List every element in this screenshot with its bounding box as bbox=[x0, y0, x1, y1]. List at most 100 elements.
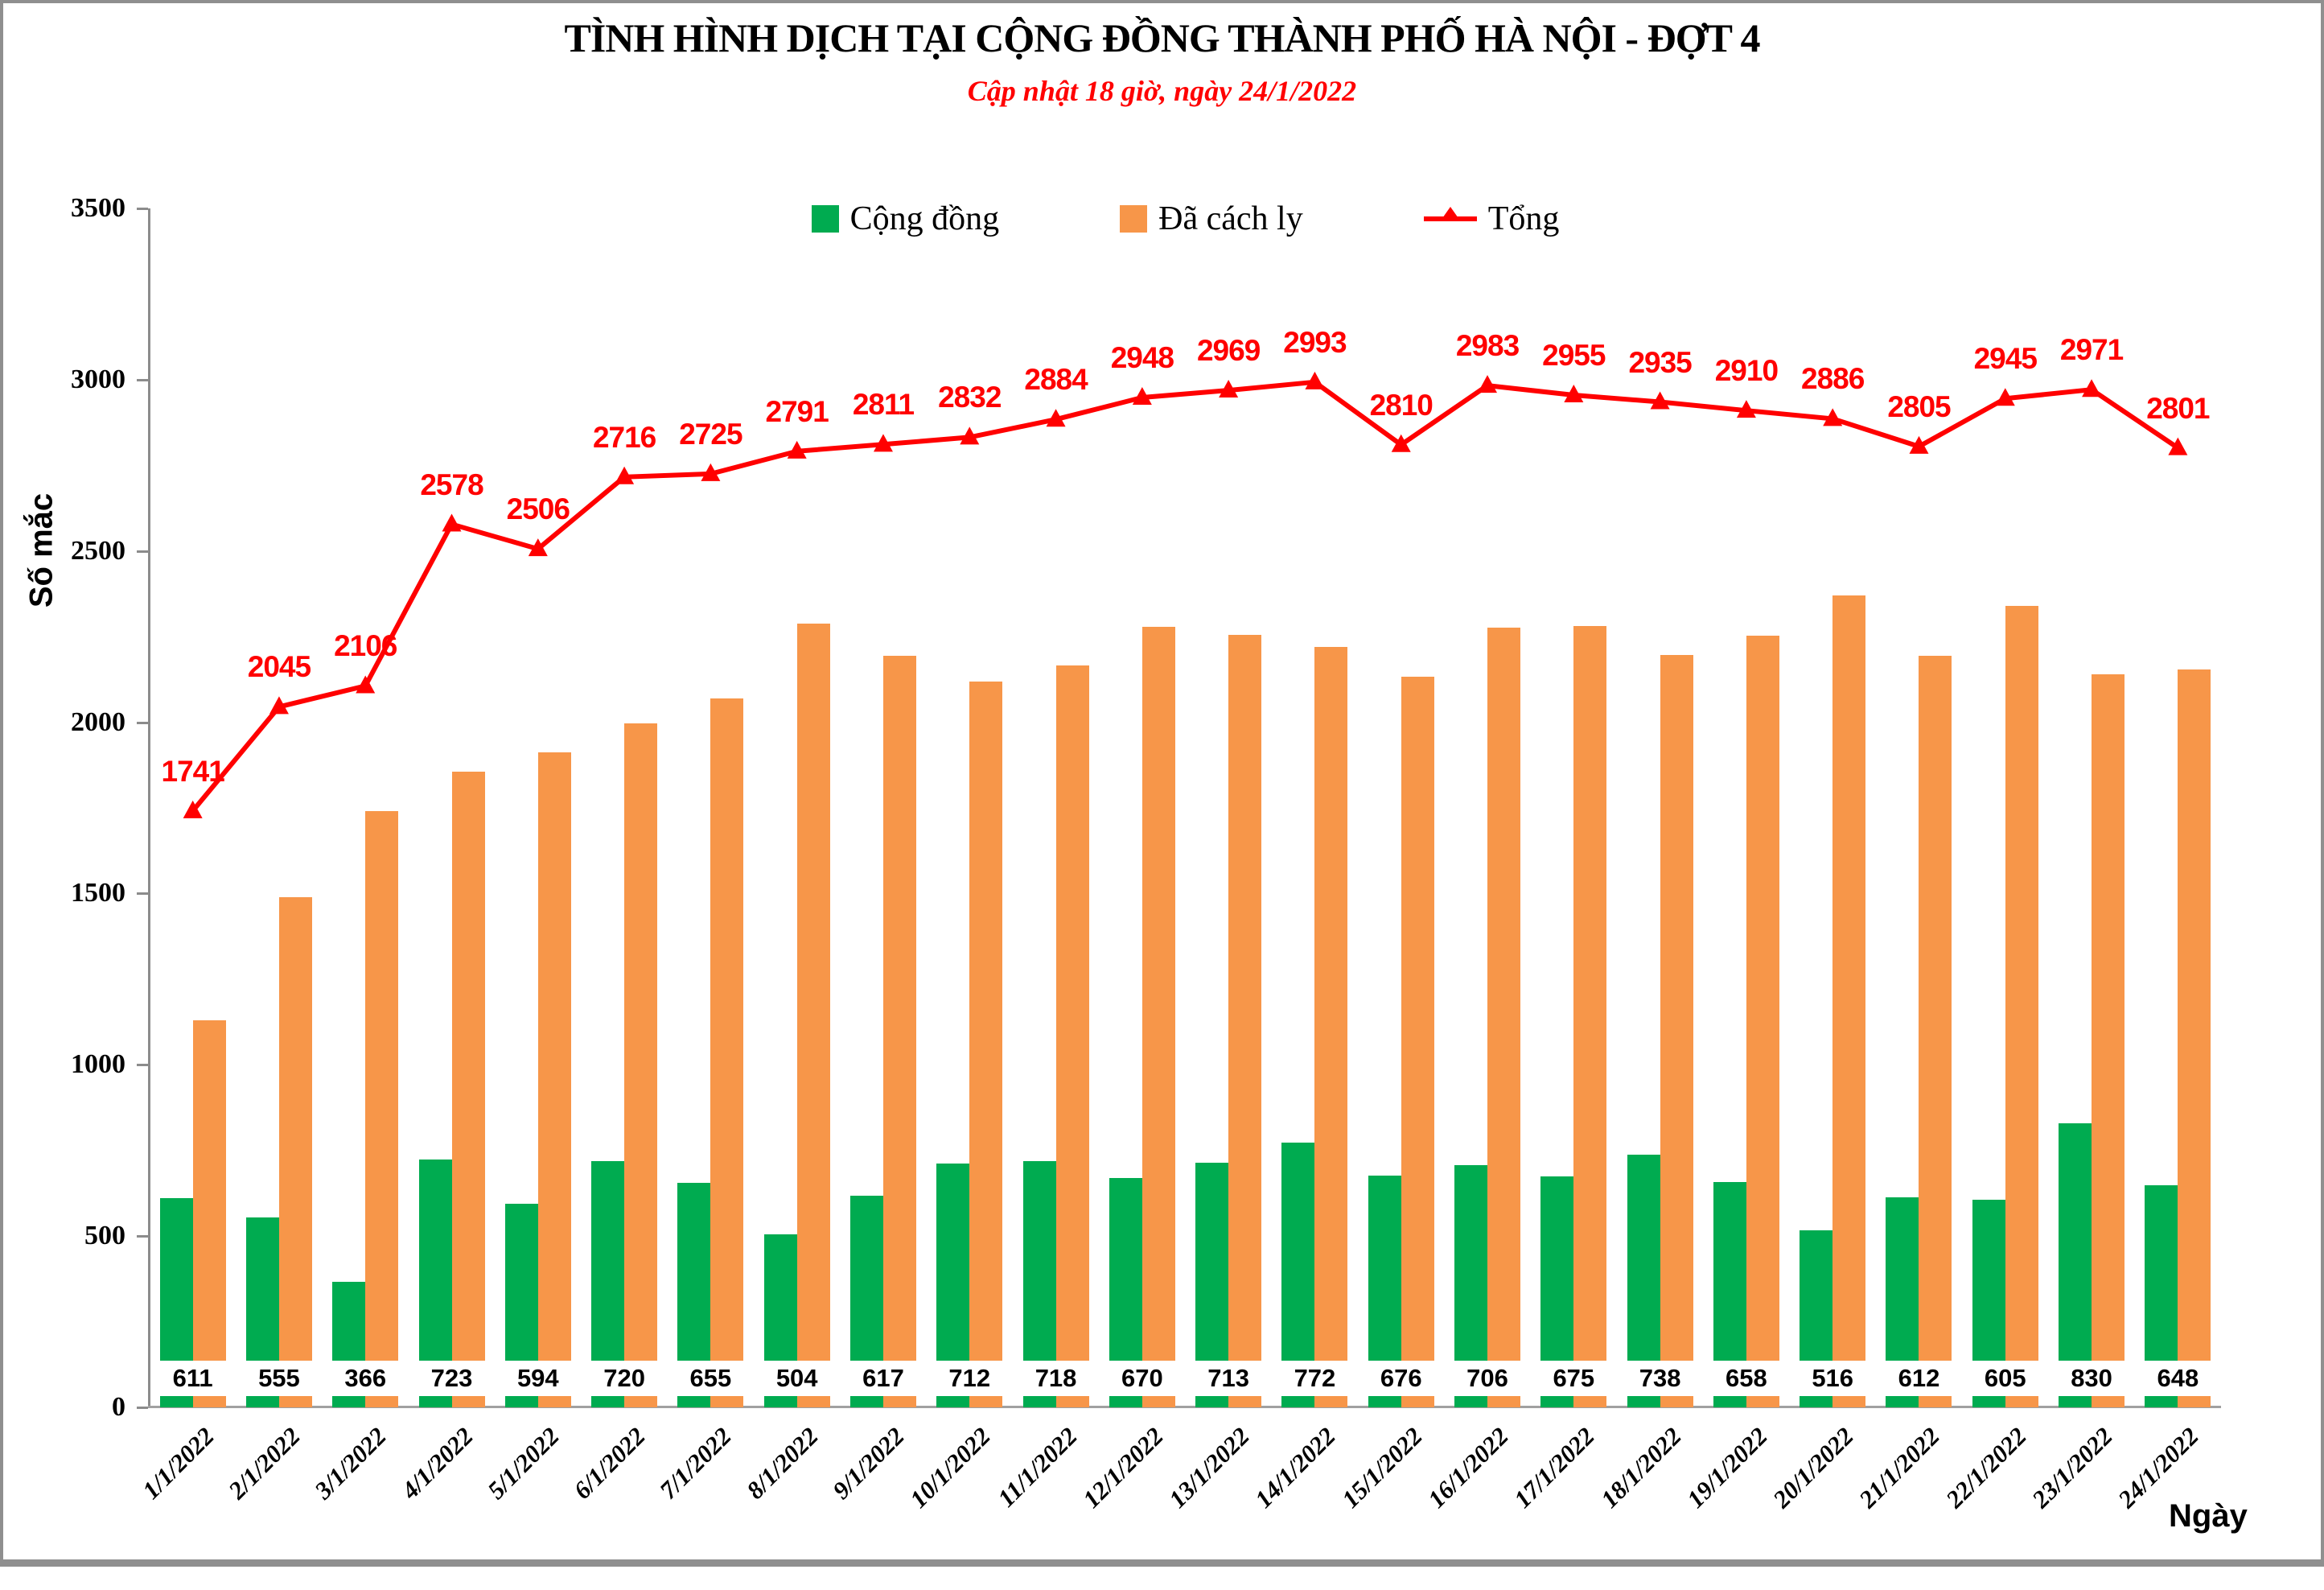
line-point-label: 2955 bbox=[1542, 339, 1606, 372]
line-marker-triangle bbox=[442, 513, 462, 532]
chart-frame: TÌNH HÌNH DỊCH TẠI CỘNG ĐỒNG THÀNH PHỐ H… bbox=[3, 3, 2321, 1559]
line-marker-triangle bbox=[615, 466, 635, 484]
bar-value-label: 366 bbox=[328, 1361, 403, 1396]
bar-isolated bbox=[710, 698, 744, 1407]
line-marker-triangle bbox=[1046, 409, 1066, 427]
legend-item: Tổng bbox=[1423, 200, 1560, 238]
bar-value-label: 617 bbox=[845, 1361, 920, 1396]
y-tick-mark bbox=[137, 550, 148, 553]
line-marker-triangle bbox=[2082, 379, 2102, 398]
bar-value-label: 830 bbox=[2055, 1361, 2129, 1396]
bar-isolated bbox=[537, 752, 571, 1407]
x-tick-label: 2/1/2022 bbox=[222, 1422, 306, 1505]
x-tick-label: 21/1/2022 bbox=[1853, 1422, 1946, 1514]
plot-area: 611 555 366 723 594 720 655 504 617 712 718 670 713 7… bbox=[148, 208, 2221, 1408]
line-point-label: 2948 bbox=[1110, 340, 1174, 374]
line-point-label: 2993 bbox=[1283, 325, 1347, 359]
y-tick-mark bbox=[137, 208, 148, 210]
bar-isolated bbox=[1314, 646, 1348, 1407]
y-tick-mark bbox=[137, 1235, 148, 1238]
y-tick-label: 1000 bbox=[71, 1049, 125, 1080]
line-marker-triangle bbox=[1305, 371, 1325, 389]
bar-value-label: 504 bbox=[759, 1361, 834, 1396]
y-axis-line bbox=[148, 208, 150, 1407]
line-marker-triangle bbox=[269, 696, 289, 715]
legend-triangle-icon bbox=[1440, 207, 1460, 220]
bar-isolated bbox=[796, 624, 830, 1407]
line-marker-triangle bbox=[873, 434, 893, 452]
x-tick-label: 3/1/2022 bbox=[309, 1422, 392, 1505]
bar-isolated bbox=[365, 811, 399, 1407]
total-line bbox=[191, 379, 2180, 813]
line-marker-triangle bbox=[787, 440, 807, 459]
line-point-label: 1741 bbox=[161, 754, 225, 788]
y-tick-label: 2000 bbox=[71, 706, 125, 737]
chart-title: TÌNH HÌNH DỊCH TẠI CỘNG ĐỒNG THÀNH PHỐ H… bbox=[564, 15, 1760, 60]
y-tick-label: 1500 bbox=[71, 878, 125, 908]
legend-line-triangle-marker bbox=[1423, 207, 1477, 221]
x-tick-label: 15/1/2022 bbox=[1335, 1422, 1428, 1514]
line-point-label: 2810 bbox=[1369, 388, 1433, 422]
x-tick-label: 18/1/2022 bbox=[1594, 1422, 1687, 1514]
legend-swatch bbox=[811, 205, 839, 233]
x-tick-label: 19/1/2022 bbox=[1680, 1422, 1773, 1514]
y-tick-label: 2500 bbox=[71, 535, 125, 566]
bar-value-label: 723 bbox=[414, 1361, 489, 1396]
line-marker-triangle bbox=[1909, 435, 1929, 454]
legend-label: Tổng bbox=[1487, 200, 1560, 237]
y-tick-label: 3500 bbox=[71, 193, 125, 223]
chart-subtitle: Cập nhật 18 giờ, ngày 24/1/2022 bbox=[967, 75, 1357, 107]
line-marker-triangle bbox=[183, 800, 203, 818]
bar-isolated bbox=[2005, 605, 2038, 1407]
line-marker-triangle bbox=[1564, 385, 1584, 403]
x-axis-title: Ngày bbox=[2169, 1498, 2248, 1534]
y-tick-mark bbox=[137, 378, 148, 381]
bar-value-label: 718 bbox=[1018, 1361, 1093, 1396]
line-marker-triangle bbox=[1995, 388, 2015, 406]
line-point-label: 2801 bbox=[2146, 391, 2210, 425]
bar-isolated bbox=[1487, 627, 1521, 1407]
legend-item: Đã cách ly bbox=[1120, 200, 1303, 238]
bar-isolated bbox=[1141, 627, 1175, 1407]
bar-value-label: 612 bbox=[1882, 1361, 1956, 1396]
bar-value-label: 738 bbox=[1623, 1361, 1697, 1396]
x-tick-label: 20/1/2022 bbox=[1767, 1422, 1859, 1514]
line-marker-triangle bbox=[1391, 434, 1411, 452]
line-marker-triangle bbox=[1823, 408, 1843, 426]
line-marker-triangle bbox=[528, 538, 548, 557]
bar-isolated bbox=[1919, 656, 1952, 1407]
x-tick-label: 4/1/2022 bbox=[395, 1422, 479, 1505]
line-marker-triangle bbox=[2168, 437, 2188, 455]
line-marker-triangle bbox=[1736, 400, 1756, 418]
x-tick-label: 5/1/2022 bbox=[481, 1422, 565, 1505]
bar-value-label: 516 bbox=[1795, 1361, 1870, 1396]
x-tick-label: 10/1/2022 bbox=[904, 1422, 997, 1514]
bar-isolated bbox=[2178, 669, 2211, 1407]
y-tick-label: 0 bbox=[112, 1392, 125, 1422]
x-tick-label: 1/1/2022 bbox=[136, 1422, 220, 1505]
bar-value-label: 772 bbox=[1277, 1361, 1352, 1396]
y-tick-mark bbox=[137, 721, 148, 724]
bar-value-label: 611 bbox=[155, 1361, 230, 1396]
x-tick-label: 12/1/2022 bbox=[1076, 1422, 1169, 1514]
bar-isolated bbox=[969, 681, 1003, 1407]
bar-value-label: 676 bbox=[1364, 1361, 1438, 1396]
x-tick-label: 13/1/2022 bbox=[1163, 1422, 1255, 1514]
line-point-label: 2935 bbox=[1628, 345, 1692, 379]
line-point-label: 2805 bbox=[1887, 389, 1951, 423]
line-point-label: 2969 bbox=[1196, 334, 1261, 368]
bar-isolated bbox=[1573, 626, 1607, 1407]
line-point-label: 2106 bbox=[334, 629, 397, 663]
x-tick-label: 8/1/2022 bbox=[740, 1422, 824, 1505]
bar-value-label: 706 bbox=[1450, 1361, 1525, 1396]
bar-isolated bbox=[1228, 634, 1262, 1407]
line-point-label: 2506 bbox=[506, 492, 570, 526]
line-point-label: 2971 bbox=[2059, 333, 2124, 367]
bar-value-label: 712 bbox=[932, 1361, 1007, 1396]
bar-community bbox=[2059, 1122, 2092, 1407]
x-tick-label: 9/1/2022 bbox=[827, 1422, 910, 1505]
bar-value-label: 555 bbox=[241, 1361, 316, 1396]
bar-value-label: 594 bbox=[500, 1361, 575, 1396]
bar-value-label: 675 bbox=[1536, 1361, 1611, 1396]
